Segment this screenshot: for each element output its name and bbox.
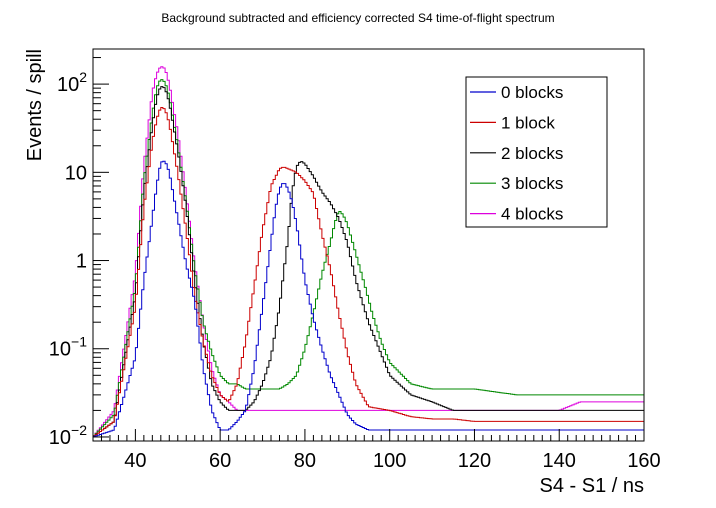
legend-label: 0 blocks	[501, 83, 563, 102]
x-tick-label: 100	[373, 450, 406, 472]
plot-frame	[92, 48, 645, 442]
chart-title: Background subtracted and efficiency cor…	[161, 11, 554, 25]
legend-label: 1 block	[501, 113, 555, 132]
x-axis: 40 60 80 100 120 140 160	[92, 429, 661, 472]
x-axis-label: S4 - S1 / ns	[540, 475, 645, 497]
legend-label: 3 blocks	[501, 174, 563, 193]
legend-label: 2 blocks	[501, 144, 563, 163]
x-tick-label: 60	[209, 450, 231, 472]
y-tick-label: 10−1	[49, 334, 87, 361]
y-tick-label: 10−2	[49, 422, 87, 449]
series-line-0	[93, 160, 644, 438]
legend-label: 4 blocks	[501, 205, 563, 224]
y-axis: 10−2 10−1 1 10 102	[49, 57, 109, 449]
x-tick-label: 80	[294, 450, 316, 472]
y-axis-label: Events / spill	[24, 49, 46, 161]
x-tick-label: 40	[124, 450, 146, 472]
series-line-2	[93, 86, 644, 437]
y-tick-label: 102	[57, 69, 87, 96]
y-tick-label: 10	[65, 162, 87, 184]
x-tick-label: 140	[543, 450, 576, 472]
series-line-1	[93, 107, 644, 437]
legend: 0 blocks 1 block 2 blocks 3 blocks 4 blocks	[465, 76, 608, 228]
series-layer	[93, 66, 644, 438]
x-tick-label: 120	[458, 450, 491, 472]
legend-box	[465, 76, 608, 228]
series-line-3	[93, 79, 644, 437]
y-tick-label: 1	[76, 251, 87, 273]
x-tick-label: 160	[627, 450, 660, 472]
